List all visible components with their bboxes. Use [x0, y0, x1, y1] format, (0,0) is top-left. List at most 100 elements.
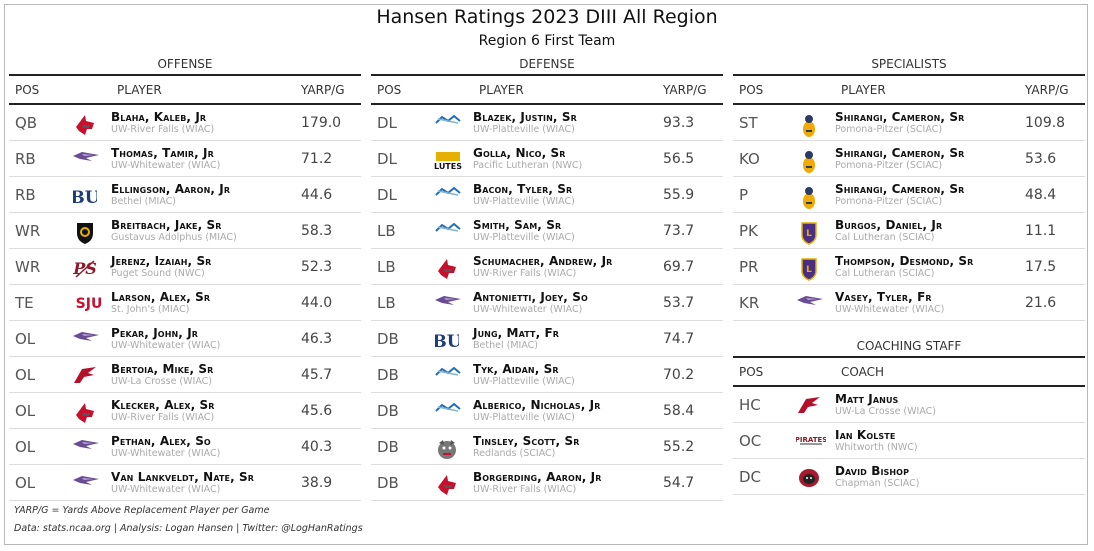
- position-cell: DL: [371, 176, 421, 213]
- chapman-panther-icon: [796, 467, 822, 487]
- player-name: Blaha, Kaleb, Jr: [111, 109, 207, 124]
- player-name: Ian Kolste: [835, 427, 896, 442]
- position-cell: OL: [9, 320, 59, 357]
- player-cell: Golla, Nico, Sr Pacific Lutheran (NWC): [473, 140, 657, 177]
- credits-note: Data: stats.ncaa.org | Analysis: Logan H…: [14, 523, 363, 534]
- player-cell: Alberico, Nicholas, Jr UW-Platteville (WI…: [473, 392, 657, 429]
- player-column-header: PLAYER: [111, 74, 295, 105]
- table-row: TE SJU Larson, Alex, Sr St. John's (MIAC) 44…: [9, 284, 361, 321]
- offense-table: POS PLAYER YARP/G QB Blaha, Kaleb, Jr UW-R…: [9, 74, 361, 501]
- table-row: WR Breitbach, Jake, Sr Gustavus Adolphus (…: [9, 212, 361, 249]
- player-cell: Blazek, Justin, Sr UW-Platteville (WIAC): [473, 104, 657, 141]
- player-cell: Shirangi, Cameron, Sr Pomona-Pitzer (SCIA…: [835, 104, 1019, 141]
- yarp-value-cell: 45.7: [295, 356, 361, 393]
- player-name: Van Lankveldt, Nate, Sr: [111, 469, 255, 484]
- player-cell: Thomas, Tamir, Jr UW-Whitewater (WIAC): [111, 140, 295, 177]
- player-name: Jung, Matt, Fr: [473, 325, 560, 340]
- player-name: Jerenz, Izaiah, Sr: [111, 253, 212, 268]
- cal-lutheran-icon: L: [796, 221, 822, 245]
- team-logo-cell: [59, 356, 111, 393]
- team-logo-cell: [421, 284, 473, 321]
- player-name: Smith, Sam, Sr: [473, 217, 562, 232]
- yarp-value-cell: 58.4: [657, 392, 723, 429]
- pioneer-icon: [434, 113, 461, 133]
- table-row: RB Thomas, Tamir, Jr UW-Whitewater (WIAC) 7…: [9, 140, 361, 177]
- player-column-header: PLAYER: [835, 74, 1019, 105]
- player-school: Pacific Lutheran (NWC): [473, 159, 583, 171]
- player-school: UW-Whitewater (WIAC): [111, 159, 221, 171]
- sagehen-icon: [796, 185, 822, 209]
- logo-column-header: [783, 356, 835, 387]
- player-school: UW-River Falls (WIAC): [473, 267, 577, 279]
- offense-section: OFFENSE POS PLAYER YARP/G QB Blaha, Kaleb…: [9, 56, 361, 501]
- svg-text:BU: BU: [435, 332, 459, 351]
- player-school: Pomona-Pitzer (SCIAC): [835, 159, 943, 171]
- player-cell: Vasey, Tyler, Fr UW-Whitewater (WIAC): [835, 284, 1019, 321]
- player-cell: Thompson, Desmond, Sr Cal Lutheran (SCIAC…: [835, 248, 1019, 285]
- player-name: Matt Janus: [835, 391, 899, 406]
- logo-column-header: [783, 74, 835, 105]
- player-name: Borgerding, Aaron, Jr: [473, 469, 602, 484]
- bulldog-icon: [434, 437, 460, 459]
- warhawk-icon: [72, 473, 99, 493]
- table-row: DC David Bishop Chapman (SCIAC): [733, 458, 1085, 495]
- team-logo-cell: [421, 464, 473, 501]
- position-cell: LB: [371, 212, 421, 249]
- bu-icon: BU: [432, 329, 461, 352]
- defense-heading: DEFENSE: [519, 57, 575, 71]
- specialists-table: POS PLAYER YARP/G ST Shirangi, Cameron, S…: [733, 74, 1085, 321]
- player-school: UW-Platteville (WIAC): [473, 375, 575, 387]
- table-row: HC Matt Janus UW-La Crosse (WIAC): [733, 386, 1085, 423]
- sagehen-icon: [796, 149, 822, 173]
- player-name: Pethan, Alex, So: [111, 433, 211, 448]
- page-title: Hansen Ratings 2023 DIII All Region: [376, 6, 718, 28]
- table-row: P Shirangi, Cameron, Sr Pomona-Pitzer (SCI…: [733, 176, 1085, 213]
- pirates-icon: PIRATES: [795, 431, 827, 451]
- svg-text:BU: BU: [73, 188, 97, 207]
- player-school: UW-Platteville (WIAC): [473, 195, 575, 207]
- yarp-value-cell: 69.7: [657, 248, 723, 285]
- position-cell: KR: [733, 284, 783, 321]
- yarp-value-cell: 45.6: [295, 392, 361, 429]
- yarp-value-cell: 44.6: [295, 176, 361, 213]
- defense-table: POS PLAYER YARP/G DL Blazek, Justin, Sr UW…: [371, 74, 723, 501]
- table-row: PR L Thompson, Desmond, Sr Cal Lutheran (SC…: [733, 248, 1085, 285]
- yarp-value-cell: 109.8: [1019, 104, 1085, 141]
- team-logo-cell: [421, 248, 473, 285]
- specialists-heading: SPECIALISTS: [871, 57, 947, 71]
- position-cell: LB: [371, 284, 421, 321]
- table-row: OL Klecker, Alex, Sr UW-River Falls (WIAC)…: [9, 392, 361, 429]
- team-logo-cell: [59, 428, 111, 465]
- team-logo-cell: [421, 104, 473, 141]
- coaching-heading: COACHING STAFF: [856, 339, 962, 353]
- yarp-value-cell: 48.4: [1019, 176, 1085, 213]
- player-cell: Jung, Matt, Fr Bethel (MIAC): [473, 320, 657, 357]
- table-row: OC PIRATES Ian Kolste Whitworth (NWC): [733, 422, 1085, 459]
- yarp-value-cell: 73.7: [657, 212, 723, 249]
- gustavus-shield-icon: [72, 221, 98, 244]
- position-cell: ST: [733, 104, 783, 141]
- falcon-helmet-icon: [72, 401, 98, 423]
- player-cell: Larson, Alex, Sr St. John's (MIAC): [111, 284, 295, 321]
- player-school: Pomona-Pitzer (SCIAC): [835, 123, 943, 135]
- team-logo-cell: [783, 176, 835, 213]
- position-cell: DB: [371, 320, 421, 357]
- bu-icon: BU: [70, 185, 99, 208]
- yarp-value-cell: 70.2: [657, 356, 723, 393]
- position-cell: P: [733, 176, 783, 213]
- warhawk-icon: [72, 149, 99, 169]
- position-cell: DB: [371, 392, 421, 429]
- yarp-value-cell: 38.9: [295, 464, 361, 501]
- pos-column-header: POS: [733, 74, 783, 105]
- player-name: Vasey, Tyler, Fr: [835, 289, 932, 304]
- cal-lutheran-icon: L: [796, 257, 822, 281]
- player-school: UW-Platteville (WIAC): [473, 231, 575, 243]
- player-school: UW-Platteville (WIAC): [473, 123, 575, 135]
- table-row: DL LUTES Golla, Nico, Sr Pacific Lutheran (…: [371, 140, 723, 177]
- defense-section: DEFENSE POS PLAYER YARP/G DL Blazek, Just…: [371, 56, 723, 501]
- player-school: St. John's (MIAC): [111, 303, 190, 315]
- sju-icon: SJU: [72, 293, 103, 313]
- page-subtitle: Region 6 First Team: [478, 33, 616, 49]
- yarp-column-header: YARP/G: [657, 74, 723, 105]
- position-cell: TE: [9, 284, 59, 321]
